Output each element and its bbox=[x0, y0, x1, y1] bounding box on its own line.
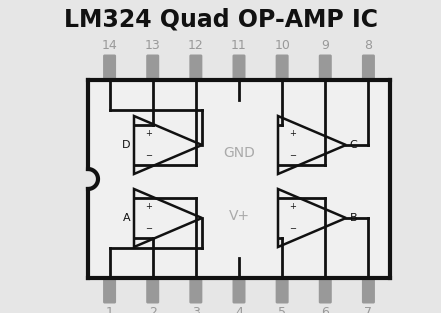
Text: 2: 2 bbox=[149, 306, 157, 313]
Text: LM324 Quad OP-AMP IC: LM324 Quad OP-AMP IC bbox=[64, 8, 377, 32]
Polygon shape bbox=[88, 169, 98, 189]
FancyBboxPatch shape bbox=[189, 276, 202, 304]
Text: 12: 12 bbox=[188, 39, 204, 52]
FancyBboxPatch shape bbox=[319, 54, 332, 81]
Text: +: + bbox=[290, 203, 296, 212]
FancyBboxPatch shape bbox=[232, 54, 246, 81]
Text: B: B bbox=[349, 213, 357, 223]
FancyBboxPatch shape bbox=[103, 54, 116, 81]
Text: +: + bbox=[146, 130, 153, 138]
Text: +: + bbox=[290, 130, 296, 138]
Text: 1: 1 bbox=[106, 306, 113, 313]
FancyBboxPatch shape bbox=[103, 276, 116, 304]
FancyBboxPatch shape bbox=[146, 54, 159, 81]
Text: 5: 5 bbox=[278, 306, 286, 313]
FancyBboxPatch shape bbox=[362, 54, 375, 81]
Text: D: D bbox=[122, 140, 131, 150]
FancyBboxPatch shape bbox=[276, 276, 289, 304]
Text: C: C bbox=[349, 140, 357, 150]
FancyBboxPatch shape bbox=[362, 276, 375, 304]
FancyBboxPatch shape bbox=[232, 276, 246, 304]
Text: −: − bbox=[289, 224, 296, 233]
Text: 9: 9 bbox=[321, 39, 329, 52]
Text: 4: 4 bbox=[235, 306, 243, 313]
Text: 6: 6 bbox=[321, 306, 329, 313]
Text: −: − bbox=[146, 151, 153, 161]
Text: −: − bbox=[146, 224, 153, 233]
Text: 13: 13 bbox=[145, 39, 161, 52]
Text: A: A bbox=[123, 213, 131, 223]
Text: 10: 10 bbox=[274, 39, 290, 52]
Text: 7: 7 bbox=[364, 306, 373, 313]
Text: V+: V+ bbox=[228, 209, 250, 223]
Text: 3: 3 bbox=[192, 306, 200, 313]
Text: 14: 14 bbox=[102, 39, 117, 52]
FancyBboxPatch shape bbox=[189, 54, 202, 81]
FancyBboxPatch shape bbox=[319, 276, 332, 304]
Text: +: + bbox=[146, 203, 153, 212]
Text: GND: GND bbox=[223, 146, 255, 160]
FancyBboxPatch shape bbox=[146, 276, 159, 304]
Bar bbox=[88, 80, 390, 278]
Text: 8: 8 bbox=[364, 39, 373, 52]
Text: 11: 11 bbox=[231, 39, 247, 52]
Text: −: − bbox=[289, 151, 296, 161]
FancyBboxPatch shape bbox=[276, 54, 289, 81]
